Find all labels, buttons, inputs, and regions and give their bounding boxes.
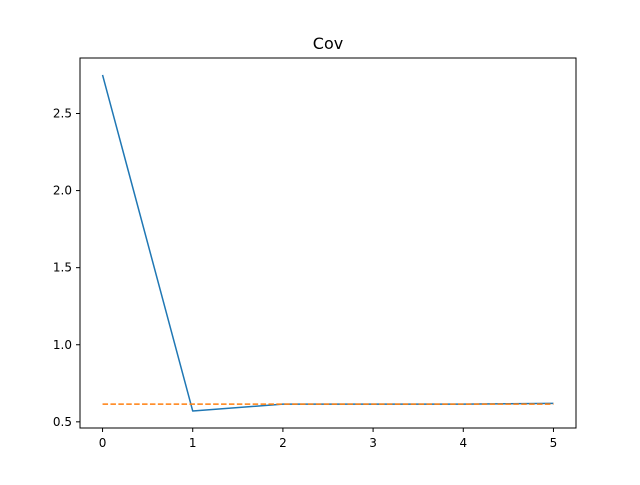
chart-title: Cov [313,34,343,53]
y-tick-label: 2.5 [53,107,72,121]
x-tick-label: 2 [279,436,287,450]
y-tick-label: 1.0 [53,338,72,352]
x-tick-label: 3 [369,436,377,450]
series-layer [101,74,554,412]
x-tick-label: 1 [189,436,197,450]
y-tick-label: 0.5 [53,415,72,429]
axes-layer: 0 1 2 3 4 5 0.5 1.0 1.5 2.0 2.5 [53,107,557,451]
plot-area-frame [79,57,577,429]
x-tick-label: 0 [99,436,107,450]
y-tick-label: 1.5 [53,261,72,275]
x-tick-label: 5 [550,436,558,450]
y-tick-label: 2.0 [53,184,72,198]
x-tick-label: 4 [459,436,467,450]
